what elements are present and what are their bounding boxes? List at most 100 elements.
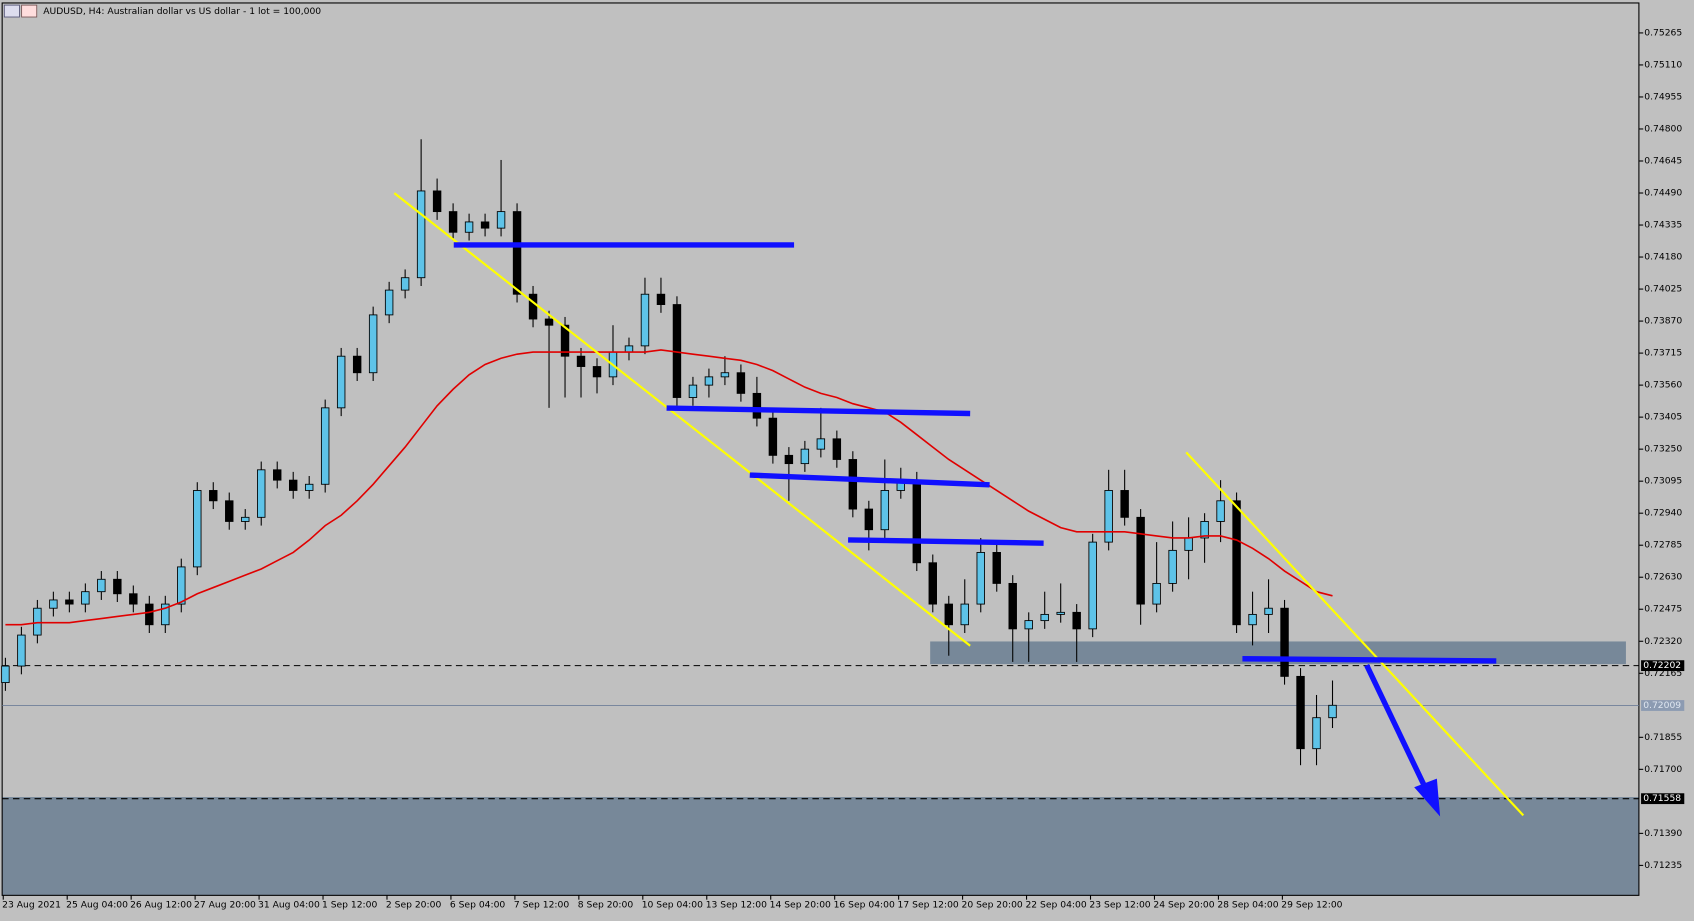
candle-body xyxy=(624,345,634,353)
level-line xyxy=(848,537,1044,546)
candle-body xyxy=(688,384,698,398)
y-tick-label: 0.74335 xyxy=(1644,220,1682,231)
candle-body xyxy=(81,591,90,605)
y-tick-label: 0.74955 xyxy=(1644,91,1682,102)
price-label-box xyxy=(1641,793,1685,805)
trend-line xyxy=(1185,451,1525,817)
candle-body xyxy=(560,324,570,357)
x-tick-label: 22 Sep 04:00 xyxy=(1025,900,1086,911)
x-tick-label: 31 Aug 04:00 xyxy=(258,900,320,911)
y-tick-label: 0.72320 xyxy=(1644,636,1682,647)
candle-body xyxy=(304,483,314,491)
level-line xyxy=(1242,656,1497,664)
candle-body xyxy=(704,376,714,386)
y-tick-label: 0.74800 xyxy=(1644,123,1682,134)
y-tick-label: 0.72630 xyxy=(1644,572,1682,583)
candle-body xyxy=(1,665,10,684)
demand-zone xyxy=(2,797,1639,896)
candle-body xyxy=(97,578,106,593)
price-label: 0.72009 xyxy=(1643,700,1681,711)
y-tick-label: 0.72475 xyxy=(1644,604,1682,615)
candle-body xyxy=(928,562,937,605)
candle-body xyxy=(257,469,266,518)
x-tick-label: 25 Aug 04:00 xyxy=(66,900,128,911)
icon xyxy=(3,4,20,18)
candle-body xyxy=(1168,549,1177,584)
candle-body xyxy=(1024,620,1033,630)
candle-body xyxy=(1232,500,1241,626)
arrow-head xyxy=(1414,778,1441,817)
candle-body xyxy=(480,221,490,229)
x-tick-label: 23 Aug 2021 xyxy=(2,900,61,911)
candle-body xyxy=(944,603,953,626)
candle-body xyxy=(544,318,554,326)
candle-body xyxy=(1088,541,1097,630)
candle-body xyxy=(736,372,746,394)
candle-body xyxy=(1120,490,1129,518)
y-tick-label: 0.73715 xyxy=(1644,348,1682,359)
y-tick-label: 0.72165 xyxy=(1644,668,1682,679)
candle-body xyxy=(1200,521,1209,539)
candle-body xyxy=(1280,607,1289,677)
candle-body xyxy=(752,392,762,419)
icon xyxy=(21,4,38,18)
x-tick-label: 2 Sep 20:00 xyxy=(386,900,442,911)
candle-body xyxy=(49,599,58,609)
candle-body xyxy=(512,211,522,295)
candle-body xyxy=(880,490,890,531)
candle-body xyxy=(1216,500,1225,522)
candle-body xyxy=(1152,582,1161,605)
x-tick-label: 24 Sep 20:00 xyxy=(1153,900,1214,911)
candle-body xyxy=(832,438,842,460)
candle-body xyxy=(33,607,42,636)
candle-body xyxy=(288,479,298,491)
candle-body xyxy=(1312,717,1321,750)
y-tick-label: 0.75110 xyxy=(1644,59,1682,70)
candle-body xyxy=(336,355,346,409)
candle-body xyxy=(177,566,186,605)
candle-body xyxy=(960,603,969,626)
candle-body xyxy=(1056,611,1065,615)
y-tick-label: 0.71855 xyxy=(1644,732,1682,743)
x-tick-label: 6 Sep 04:00 xyxy=(450,900,506,911)
x-tick-label: 1 Sep 12:00 xyxy=(322,900,378,911)
candle-body xyxy=(912,479,922,564)
candle-body xyxy=(528,293,538,320)
x-tick-label: 16 Sep 04:00 xyxy=(834,900,895,911)
y-tick-label: 0.73560 xyxy=(1644,380,1682,391)
candle-body xyxy=(209,490,218,502)
price-label-box xyxy=(1641,700,1685,711)
candle-body xyxy=(241,516,250,522)
candle-body xyxy=(768,417,778,456)
x-tick-label: 29 Sep 12:00 xyxy=(1281,900,1342,911)
x-tick-label: 26 Aug 12:00 xyxy=(130,900,192,911)
candle-body xyxy=(576,355,586,367)
candle-body xyxy=(17,634,26,667)
candle-body xyxy=(1136,516,1145,605)
x-tick-label: 13 Sep 12:00 xyxy=(706,900,767,911)
candle-body xyxy=(640,293,650,347)
candle-body xyxy=(1008,582,1017,630)
candle-body xyxy=(864,508,874,531)
candle-body xyxy=(352,355,362,374)
price-label: 0.71558 xyxy=(1643,793,1681,804)
candle-body xyxy=(225,500,234,522)
y-tick-label: 0.75265 xyxy=(1644,27,1682,38)
candle-body xyxy=(1296,675,1305,750)
candle-body xyxy=(368,314,378,374)
y-tick-label: 0.73405 xyxy=(1644,412,1682,423)
candle-body xyxy=(432,190,442,213)
candle-body xyxy=(113,578,122,595)
x-tick-label: 27 Aug 20:00 xyxy=(194,900,256,911)
candle-body xyxy=(1040,613,1049,622)
trend-line xyxy=(393,192,971,647)
candle-body xyxy=(496,211,506,229)
chart-title: AUDUSD, H4: Australian dollar vs US doll… xyxy=(43,6,321,17)
x-tick-label: 28 Sep 04:00 xyxy=(1217,900,1278,911)
candle-body xyxy=(448,211,458,233)
candle-body xyxy=(1248,613,1257,626)
y-tick-label: 0.73870 xyxy=(1644,316,1682,327)
candle-body xyxy=(720,372,730,378)
y-tick-label: 0.71235 xyxy=(1644,860,1682,871)
